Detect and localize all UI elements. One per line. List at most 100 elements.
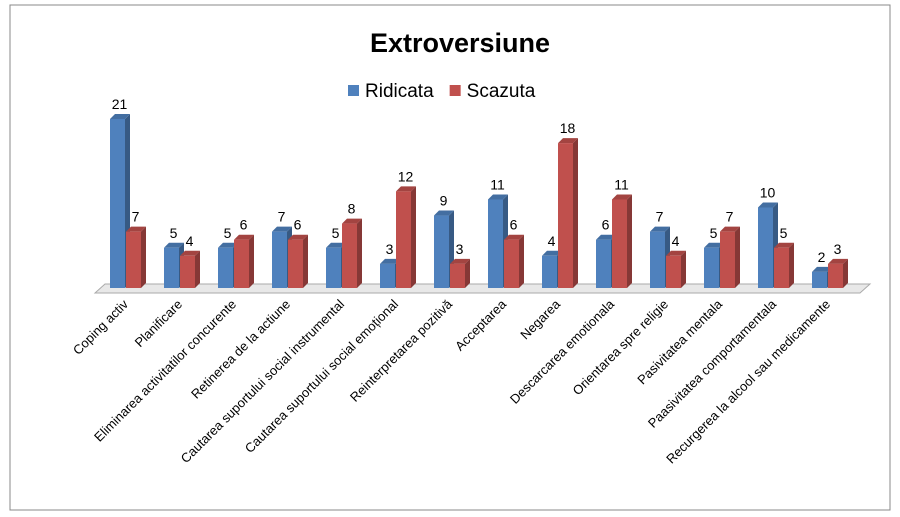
bar-top (758, 202, 778, 208)
bar-top (650, 226, 670, 232)
data-label: 11 (614, 176, 629, 192)
bar (596, 239, 611, 288)
bar-side (465, 258, 470, 288)
data-label: 5 (224, 225, 232, 241)
bar (542, 255, 557, 288)
data-label: 6 (240, 217, 248, 233)
bar-side (357, 218, 362, 288)
bar-top (396, 186, 416, 192)
data-label: 10 (760, 185, 776, 201)
bar-top (504, 234, 524, 240)
bar (164, 247, 179, 288)
data-label: 7 (726, 209, 734, 225)
bar (558, 143, 573, 288)
bar-top (812, 266, 832, 272)
bar-top (542, 250, 562, 256)
bar-side (681, 250, 686, 288)
legend-swatch (449, 85, 461, 96)
bar-top (380, 258, 400, 264)
data-label: 3 (456, 241, 464, 257)
bar-top (180, 250, 200, 256)
bar (272, 231, 287, 288)
bar-side (249, 234, 254, 288)
data-label: 12 (398, 168, 414, 184)
bar-side (303, 234, 308, 288)
bar-top (218, 242, 238, 248)
bar (342, 223, 357, 288)
bar (704, 247, 719, 288)
bar (488, 199, 503, 288)
data-label: 6 (510, 217, 518, 233)
bar (828, 263, 843, 288)
bar (650, 231, 665, 288)
bar-top (342, 218, 362, 224)
bar (758, 207, 773, 288)
bar (396, 191, 411, 288)
bar (234, 239, 249, 288)
bar (774, 247, 789, 288)
legend-swatch (348, 85, 359, 96)
floor (93, 283, 872, 294)
bar (218, 247, 233, 288)
bar (720, 231, 735, 288)
bar-top (558, 138, 578, 144)
bar (450, 263, 465, 288)
data-label: 21 (112, 96, 128, 112)
data-label: 6 (294, 217, 302, 233)
data-label: 3 (386, 241, 394, 257)
data-label: 4 (672, 233, 680, 249)
bar-top (272, 226, 292, 232)
bar-top (450, 258, 470, 264)
data-label: 6 (602, 217, 610, 233)
legend-label: Scazuta (467, 81, 536, 102)
data-label: 3 (834, 241, 842, 257)
data-label: 5 (170, 225, 178, 241)
bar-top (164, 242, 184, 248)
bar-top (110, 113, 130, 119)
bar-top (612, 194, 632, 200)
bar-side (411, 186, 416, 288)
chart-title: Extroversiune (370, 28, 550, 58)
bar-top (288, 234, 308, 240)
data-label: 11 (490, 176, 505, 192)
bar-top (720, 226, 740, 232)
data-label: 8 (348, 201, 356, 217)
bar-side (735, 226, 740, 288)
bar-top (326, 242, 346, 248)
bar-side (141, 226, 146, 288)
bar-top (774, 242, 794, 248)
bar-top (666, 250, 686, 256)
data-label: 5 (710, 225, 718, 241)
bar-top (488, 194, 508, 200)
data-label: 7 (656, 209, 664, 225)
bar-side (519, 234, 524, 288)
bar (326, 247, 341, 288)
bar-side (789, 242, 794, 288)
bar (434, 215, 449, 288)
bar-top (828, 258, 848, 264)
data-label: 9 (440, 193, 448, 209)
bar-side (573, 138, 578, 288)
bar (666, 255, 681, 288)
bar (504, 239, 519, 288)
bar (812, 271, 827, 288)
bar-top (704, 242, 724, 248)
bar-top (596, 234, 616, 240)
bar (126, 231, 141, 288)
bar-side (195, 250, 200, 288)
data-label: 7 (132, 209, 140, 225)
data-label: 2 (818, 249, 826, 265)
bar (380, 263, 395, 288)
data-label: 4 (186, 233, 194, 249)
bar-side (843, 258, 848, 288)
bar (288, 239, 303, 288)
legend-label: Ridicata (365, 81, 434, 102)
bar-top (234, 234, 254, 240)
data-label: 18 (560, 120, 576, 136)
bar-side (627, 194, 632, 288)
bar-top (434, 210, 454, 216)
data-label: 4 (548, 233, 556, 249)
bar-top (126, 226, 146, 232)
data-label: 5 (780, 225, 788, 241)
